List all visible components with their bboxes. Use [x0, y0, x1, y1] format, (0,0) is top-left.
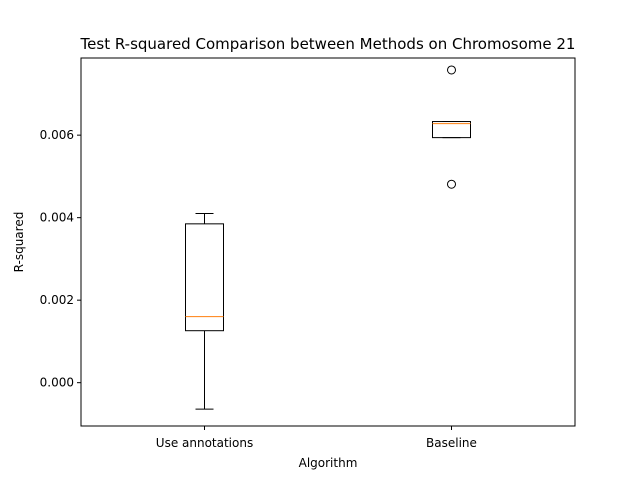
y-tick-label: 0.004 — [40, 211, 74, 225]
x-axis-label: Algorithm — [299, 456, 358, 470]
x-tick-label: Baseline — [426, 436, 477, 450]
box-group — [185, 213, 224, 410]
x-axis: Use annotations Baseline — [156, 426, 477, 450]
box — [432, 121, 471, 139]
chart-title: Test R-squared Comparison between Method… — [80, 35, 576, 53]
box-group — [432, 65, 471, 189]
x-tick-label: Use annotations — [156, 436, 253, 450]
y-axis: 0.000 0.002 0.004 0.006 — [40, 128, 81, 390]
boxes — [185, 65, 471, 410]
box — [185, 223, 224, 332]
y-axis-label: R-squared — [12, 212, 26, 273]
y-tick-label: 0.006 — [40, 128, 74, 142]
y-tick-label: 0.000 — [40, 376, 74, 390]
outlier-point — [447, 179, 456, 189]
plot-area — [80, 57, 576, 427]
outlier-point — [447, 65, 456, 75]
y-tick-label: 0.002 — [40, 293, 74, 307]
